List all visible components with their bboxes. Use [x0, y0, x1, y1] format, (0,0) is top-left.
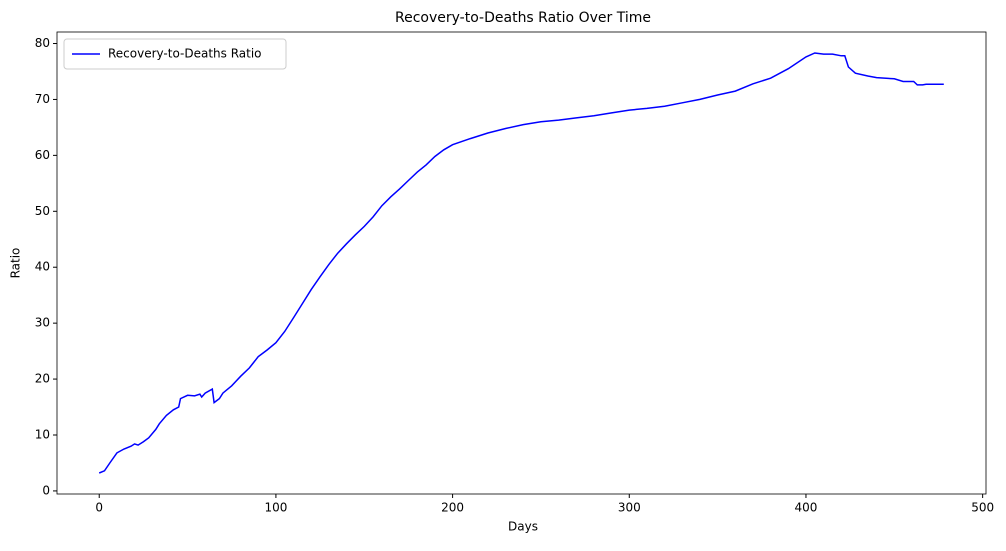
x-tick-label: 300 — [618, 501, 641, 515]
y-tick-label: 40 — [35, 260, 50, 274]
chart-title: Recovery-to-Deaths Ratio Over Time — [395, 10, 651, 26]
x-tick-label: 0 — [95, 501, 103, 515]
x-tick-label: 200 — [441, 501, 464, 515]
y-tick-label: 70 — [35, 92, 50, 106]
y-tick-label: 20 — [35, 372, 50, 386]
y-tick-label: 0 — [42, 483, 50, 497]
legend-box — [63, 38, 287, 70]
x-tick-label: 400 — [795, 501, 818, 515]
y-tick-label: 10 — [35, 427, 50, 441]
y-tick-label: 80 — [35, 36, 50, 50]
data-line — [98, 52, 944, 474]
legend-label: Recovery-to-Deaths Ratio — [108, 47, 262, 61]
plot-frame — [56, 31, 987, 495]
y-tick-label: 60 — [35, 148, 50, 162]
y-tick-label: 30 — [35, 316, 50, 330]
y-axis-label: Ratio — [9, 248, 23, 279]
x-tick-label: 100 — [264, 501, 287, 515]
y-tick-label: 50 — [35, 204, 50, 218]
x-axis-label: Days — [508, 520, 538, 534]
x-tick-label: 500 — [971, 501, 994, 515]
